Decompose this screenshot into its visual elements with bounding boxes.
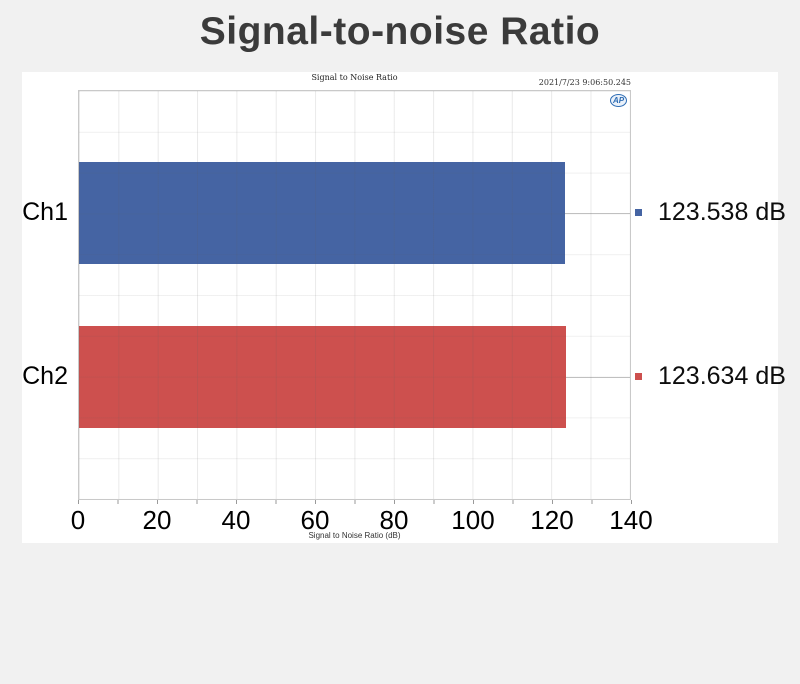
chart-inner-title: Signal to Noise Ratio <box>311 73 398 82</box>
x-tick-label: 80 <box>379 505 409 535</box>
page-title: Signal-to-noise Ratio <box>199 10 601 53</box>
value-readout-ch2: 123.634 dB <box>635 361 786 391</box>
bar-ch2 <box>79 326 566 428</box>
x-tick-label: 0 <box>70 505 86 535</box>
value-label-ch1: 123.538 dB <box>658 197 786 226</box>
x-axis-title: Signal to Noise Ratio (dB) <box>308 531 401 540</box>
x-tick-labels: 0 20 40 60 80 100 120 140 <box>71 505 653 535</box>
x-tick-label: 120 <box>530 505 574 535</box>
leader-line-ch2 <box>565 377 630 378</box>
category-label-ch2: Ch2 <box>22 362 68 390</box>
x-tick-label: 60 <box>300 505 330 535</box>
x-tick-label: 140 <box>609 505 653 535</box>
x-tick-label: 40 <box>221 505 251 535</box>
x-tick-label: 20 <box>142 505 172 535</box>
grid-lines <box>79 91 630 499</box>
value-readout-ch1: 123.538 dB <box>635 197 786 227</box>
chart-panel: Signal to Noise Ratio 2021/7/23 9:06:50.… <box>22 72 786 543</box>
leader-line-ch1 <box>565 213 630 214</box>
ap-logo-icon: AP <box>610 94 627 107</box>
x-tick-label: 100 <box>451 505 495 535</box>
value-label-ch2: 123.634 dB <box>658 361 786 390</box>
x-axis-tick-marks <box>78 500 632 504</box>
legend-marker-ch2-icon <box>635 372 642 380</box>
chart-timestamp: 2021/7/23 9:06:50.245 <box>538 78 631 87</box>
plot-area: AP <box>78 90 631 500</box>
category-label-ch1: Ch1 <box>22 198 68 226</box>
legend-marker-ch1-icon <box>635 208 642 216</box>
bar-ch1 <box>79 162 566 264</box>
